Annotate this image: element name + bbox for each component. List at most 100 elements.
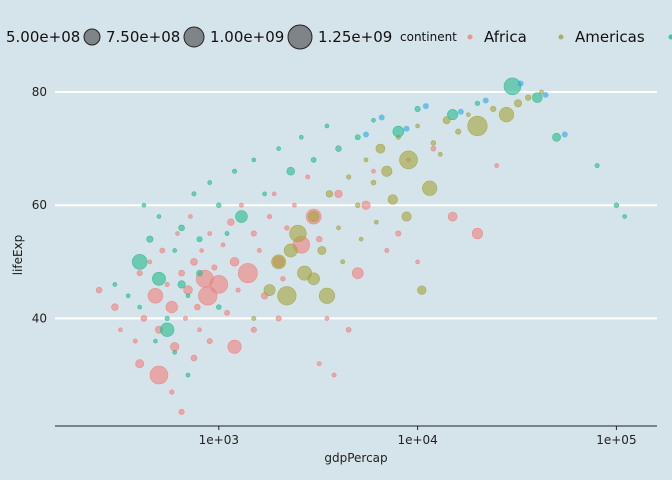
point-africa-52 — [371, 168, 376, 174]
size-legend-key-3 — [287, 24, 313, 50]
color-legend-title: continent — [400, 30, 457, 44]
point-africa-40 — [280, 276, 286, 282]
point-africa-70 — [471, 227, 484, 240]
point-extra-31 — [517, 80, 524, 87]
point-extra-28 — [422, 103, 429, 110]
point-asia-6 — [160, 322, 175, 337]
point-americas-17 — [399, 150, 418, 170]
point-asia-11 — [196, 269, 203, 277]
point-asia-42 — [153, 338, 158, 344]
color-legend-key-2 — [668, 34, 672, 40]
point-asia-21 — [298, 134, 304, 140]
point-africa-3 — [132, 338, 138, 344]
point-americas-39 — [283, 243, 298, 258]
legend: 5.00e+08 7.50e+08 1.00e+09 1.25e+09 continen… — [6, 24, 672, 50]
point-africa-15 — [183, 316, 188, 321]
point-extra-25 — [362, 131, 369, 138]
point-africa-35 — [256, 248, 262, 253]
point-americas-12 — [363, 157, 369, 163]
point-africa-60 — [149, 365, 169, 385]
point-asia-19 — [276, 146, 281, 151]
point-asia-25 — [354, 134, 361, 141]
point-africa-28 — [224, 309, 230, 316]
point-asia-20 — [286, 166, 295, 176]
point-americas-30 — [318, 287, 336, 304]
point-extra-33 — [561, 131, 568, 138]
point-americas-23 — [467, 115, 488, 137]
point-americas-33 — [374, 219, 379, 225]
point-africa-32 — [239, 202, 244, 208]
point-americas-20 — [442, 116, 451, 125]
y-axis-title: lifeExp — [11, 235, 25, 276]
point-asia-35 — [613, 202, 620, 208]
point-asia-28 — [414, 105, 421, 113]
point-americas-35 — [401, 211, 412, 222]
point-asia-39 — [172, 350, 177, 355]
point-africa-44 — [305, 174, 311, 180]
point-africa-17 — [188, 214, 193, 219]
point-africa-33 — [237, 263, 258, 284]
point-africa-56 — [415, 259, 420, 265]
point-asia-36 — [622, 214, 627, 219]
point-africa-11 — [165, 300, 178, 314]
point-africa-29 — [227, 218, 235, 226]
point-africa-24 — [207, 231, 213, 236]
point-americas-1 — [263, 284, 276, 297]
point-asia-40 — [185, 372, 191, 378]
y-tick-label-2: 80 — [32, 85, 47, 99]
point-africa-41 — [284, 225, 290, 231]
color-legend-label-1: Americas — [575, 28, 645, 46]
point-americas-21 — [455, 128, 462, 135]
point-asia-33 — [552, 132, 561, 142]
point-africa-4 — [136, 270, 143, 277]
point-africa-30 — [229, 257, 240, 267]
point-americas-25 — [498, 107, 515, 123]
x-tick-label-0: 1e+03 — [199, 433, 239, 447]
point-africa-16 — [183, 285, 193, 295]
point-asia-22 — [310, 157, 317, 163]
point-americas-31 — [340, 259, 346, 265]
point-africa-64 — [206, 338, 213, 345]
point-africa-5 — [140, 315, 148, 322]
point-asia-34 — [594, 163, 600, 169]
point-americas-28 — [539, 89, 544, 95]
x-tick-label-1: 1e+04 — [397, 433, 437, 447]
point-americas-38 — [437, 151, 443, 157]
size-legend-label-0: 5.00e+08 — [6, 28, 80, 46]
point-americas-22 — [466, 112, 471, 117]
point-africa-2 — [118, 327, 123, 333]
point-asia-8 — [178, 224, 185, 232]
point-americas-9 — [336, 225, 341, 231]
x-tick-label-2: 1e+05 — [596, 433, 636, 447]
point-africa-18 — [190, 258, 198, 266]
point-extra-27 — [403, 125, 410, 132]
point-africa-20 — [197, 327, 202, 333]
point-africa-65 — [227, 339, 242, 354]
point-africa-69 — [316, 361, 322, 367]
point-africa-7 — [147, 288, 164, 304]
point-asia-18 — [262, 191, 267, 197]
point-africa-13 — [175, 231, 180, 236]
color-legend-key-1 — [558, 34, 564, 40]
point-africa-53 — [384, 248, 390, 253]
point-africa-66 — [250, 326, 257, 333]
point-asia-3 — [141, 202, 147, 208]
point-asia-31 — [503, 77, 522, 96]
point-americas-10 — [346, 174, 352, 180]
point-africa-54 — [395, 230, 402, 237]
point-americas-18 — [415, 123, 420, 129]
point-africa-21 — [199, 248, 204, 253]
point-africa-0 — [95, 286, 103, 294]
point-africa-63 — [190, 354, 198, 362]
point-africa-37 — [266, 213, 273, 220]
point-asia-45 — [216, 304, 222, 310]
point-americas-26 — [514, 99, 522, 108]
axes: 1e+03 1e+04 1e+05 40 60 80 — [32, 85, 657, 447]
point-americas-19 — [430, 140, 437, 146]
point-americas-34 — [387, 194, 398, 205]
point-africa-12 — [170, 342, 180, 352]
point-asia-23 — [324, 123, 330, 129]
point-africa-58 — [447, 211, 458, 222]
point-asia-41 — [164, 315, 170, 321]
